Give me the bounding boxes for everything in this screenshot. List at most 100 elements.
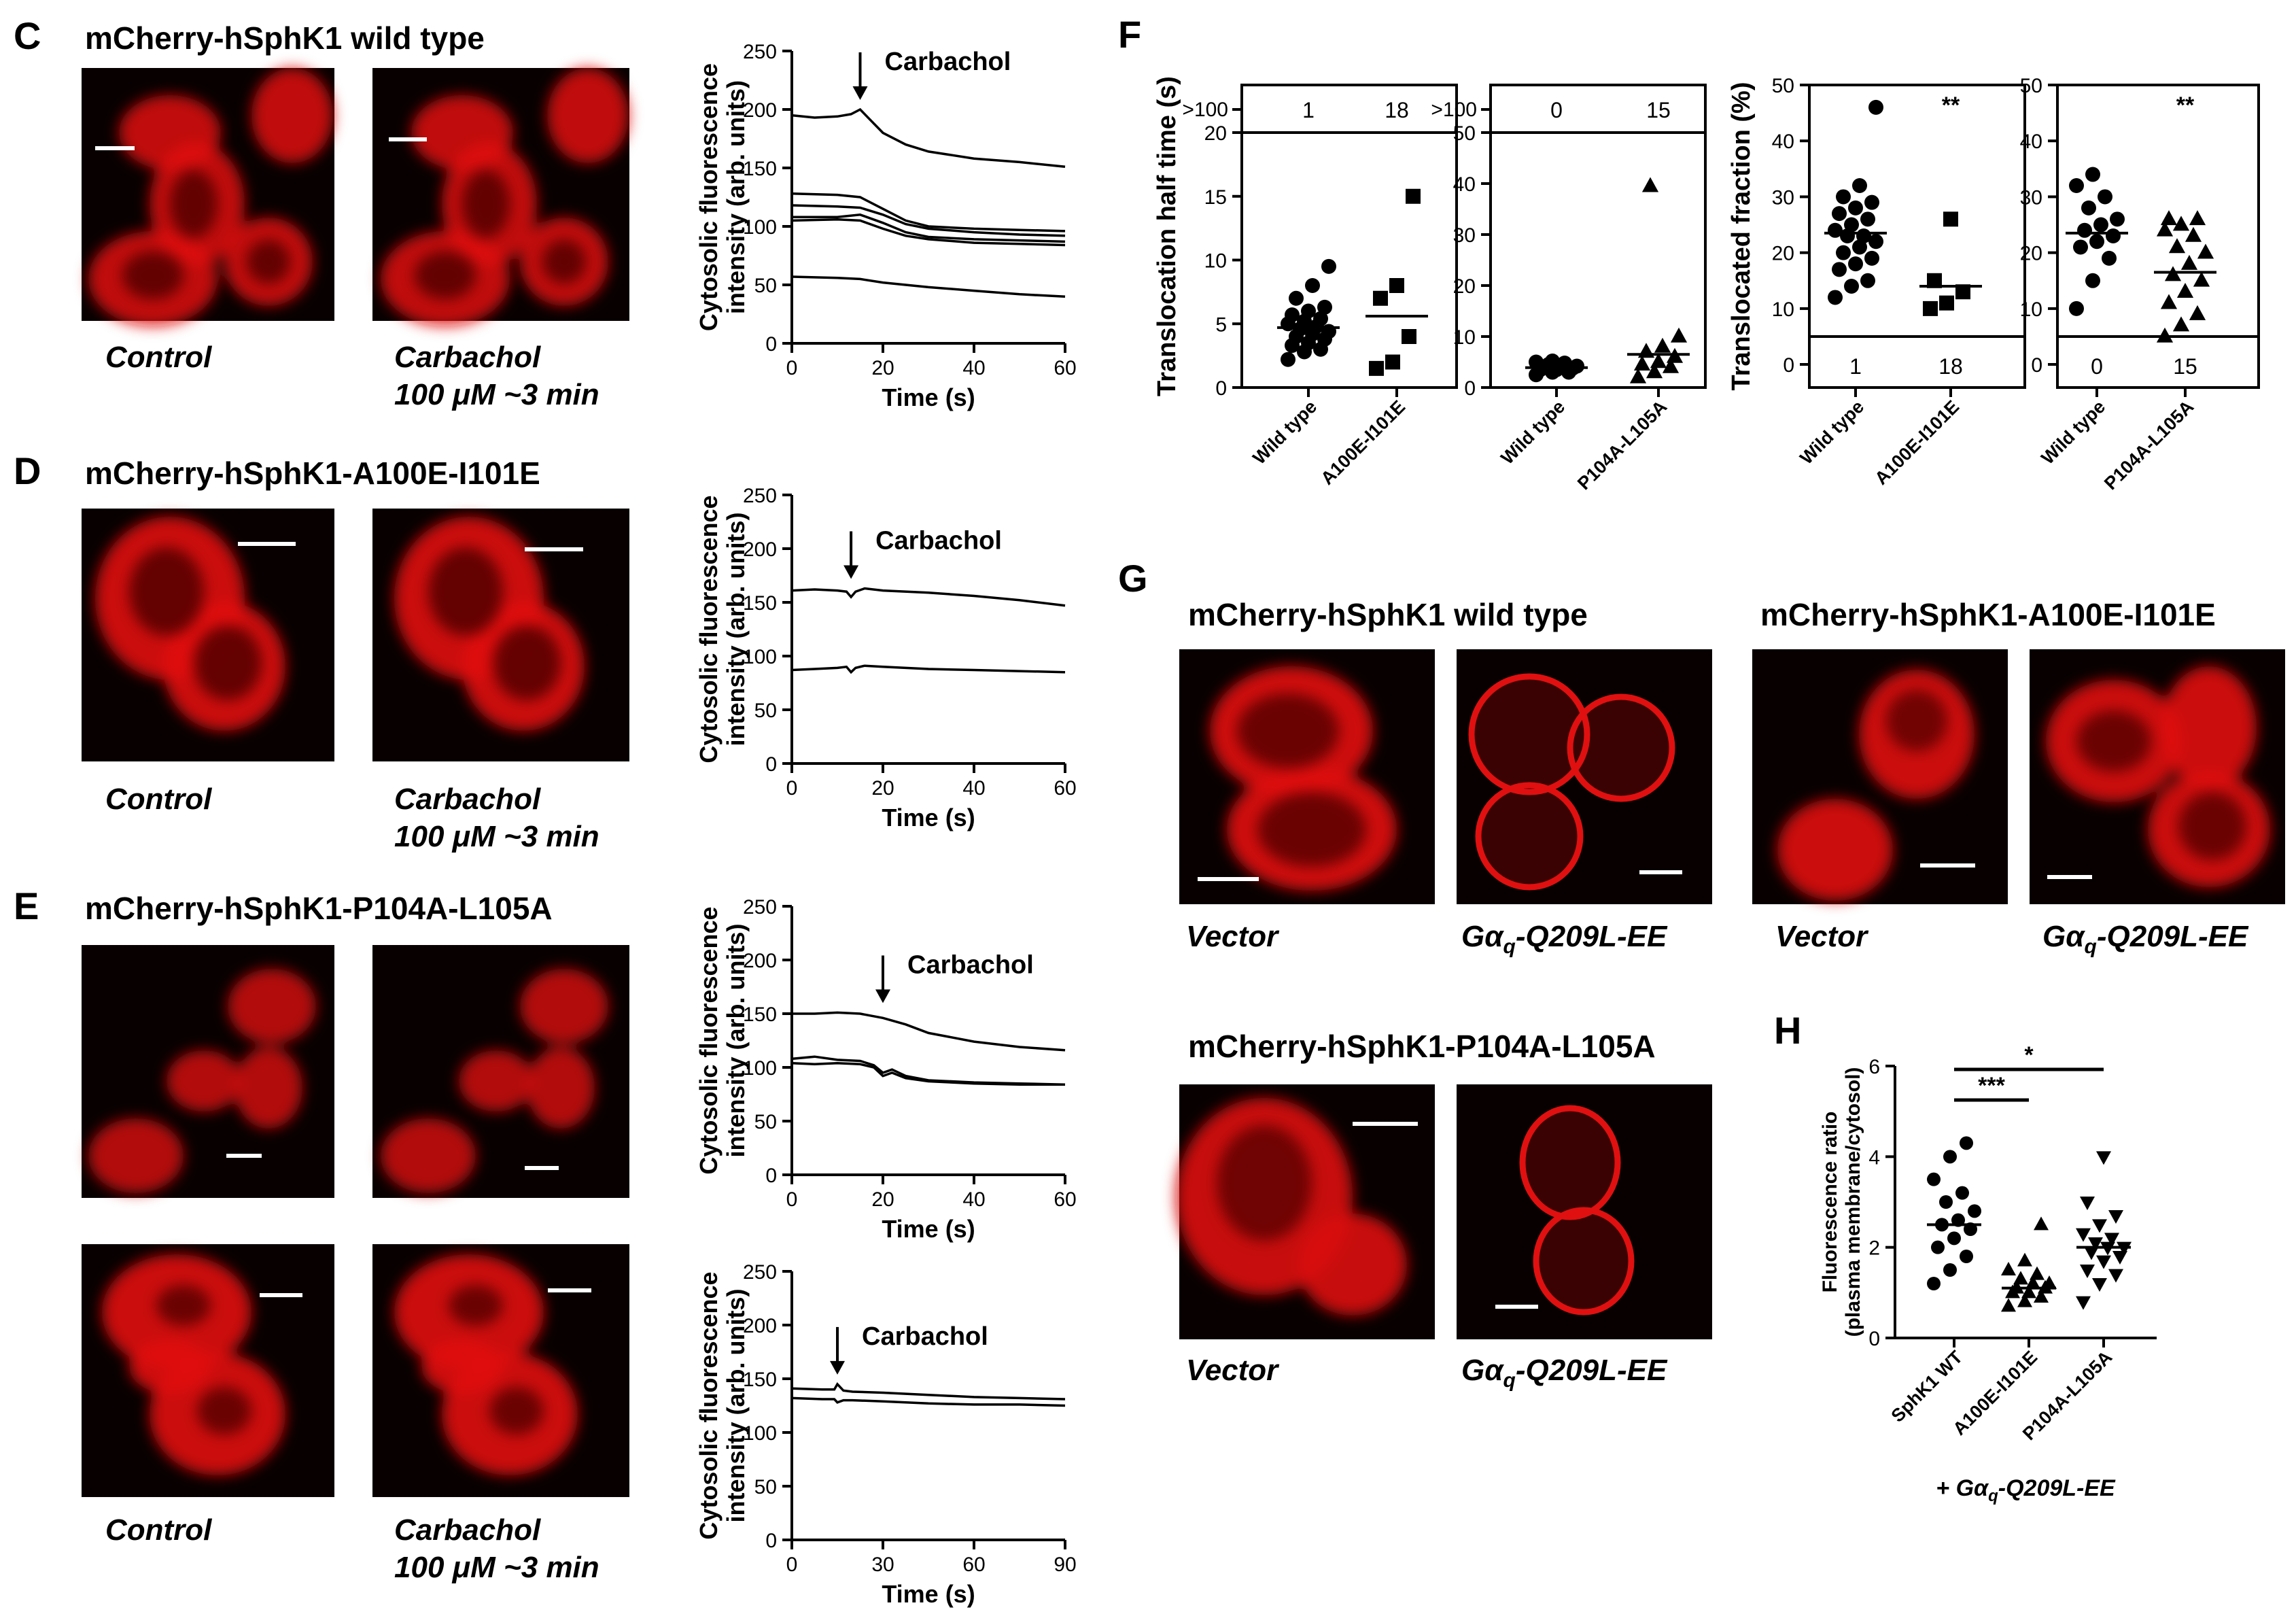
y-tick-label: 50 [1453, 122, 1476, 145]
data-point [1860, 273, 1875, 288]
data-point [1317, 299, 1332, 315]
y-axis-label: intensity (arb. units) [722, 1288, 750, 1522]
data-point [1402, 329, 1416, 344]
count-label: 18 [1938, 354, 1963, 379]
data-point [2089, 234, 2104, 250]
data-point [2108, 1210, 2123, 1224]
data-point [2180, 254, 2198, 270]
significance-label: ** [1942, 92, 1960, 118]
data-point [1860, 211, 1875, 227]
data-point [2189, 305, 2206, 320]
data-point [1864, 250, 1879, 266]
y-tick-label: 20 [1204, 122, 1227, 145]
x-tick-label: 60 [1054, 357, 1076, 379]
data-point [2030, 1266, 2045, 1280]
x-axis-label: Time (s) [882, 804, 975, 831]
data-point [2160, 294, 2178, 309]
data-point [1943, 1263, 1957, 1277]
y-tick-label: 4 [1868, 1146, 1880, 1169]
count-label: 1 [1849, 354, 1862, 379]
x-tick-label: 40 [962, 357, 985, 379]
data-point [1301, 303, 1316, 319]
panel-g-title-a100e: mCherry-hSphK1-A100E-I101E [1760, 597, 2216, 632]
data-point [1939, 1195, 1953, 1209]
micrograph-g-wt-gq [1457, 649, 1712, 904]
carbachol-label: Carbachol [862, 1322, 988, 1351]
data-point [2168, 238, 2186, 254]
panel-e: E mCherry-hSphK1-P104A-L105A [14, 885, 629, 1584]
y-tick-label: 10 [1204, 250, 1227, 273]
panel-e-title: mCherry-hSphK1-P104A-L105A [85, 891, 553, 926]
series-line [791, 1061, 1065, 1086]
micrograph-d-carbachol [372, 509, 629, 761]
y-tick-label: 2 [1868, 1237, 1880, 1260]
y-tick-label: 40 [2020, 131, 2042, 153]
y-tick-label: 10 [1772, 298, 1794, 321]
y-axis-label: Cytosolic fluorescence [695, 906, 723, 1174]
y-tick-label: 150 [743, 592, 777, 615]
data-point [1927, 273, 1942, 288]
data-point [2073, 239, 2088, 255]
caption-g-a100e-vector: Vector [1775, 920, 1869, 953]
y-tick-label: 150 [743, 1369, 777, 1391]
x-tick-label: 30 [871, 1553, 894, 1576]
panel-letter-h: H [1774, 1009, 1801, 1052]
data-point [2080, 1265, 2095, 1278]
y-tick-label: 10 [1453, 326, 1476, 349]
data-point [1828, 290, 1843, 305]
data-point [1943, 211, 1958, 227]
y-axis-label: Cytosolic fluorescence [695, 495, 723, 763]
data-point [2069, 301, 2084, 316]
data-point [1868, 99, 1883, 115]
data-point [1955, 1186, 1969, 1200]
caption-d-dose: 100 μM ~3 min [394, 820, 599, 853]
plot-frame [1489, 84, 1707, 389]
panel-letter-f: F [1118, 13, 1141, 56]
data-point [1289, 290, 1304, 306]
data-point [2092, 1278, 2107, 1292]
y-tick-label: >100 [1431, 99, 1477, 121]
chart-c: 0 50 100 150 200 250 0 20 40 60 Time (s) Cytosolic … [695, 41, 1077, 411]
y-tick-label: 15 [1204, 186, 1227, 209]
data-point [1670, 327, 1688, 343]
x-axis-label: Time (s) [882, 1215, 975, 1243]
y-tick-label: 5 [1215, 313, 1227, 336]
caption-e-control: Control [105, 1513, 212, 1547]
data-point [2106, 228, 2121, 243]
chart-f4: 10 20 30 40 50 0 0 Wild type 15 P104A-L105A ** [2020, 75, 2260, 494]
micrograph-e-control-top [82, 945, 334, 1198]
y-tick-label: 0 [765, 1530, 777, 1552]
data-point [1629, 368, 1647, 383]
data-point [2096, 1151, 2111, 1165]
data-point [1848, 256, 1863, 272]
data-point [2034, 1216, 2049, 1231]
y-tick-label: 100 [743, 646, 777, 668]
data-point [1864, 194, 1879, 210]
data-point [1960, 1136, 1973, 1150]
data-point [1868, 234, 1883, 250]
data-point [1960, 1250, 1973, 1263]
y-axis-label: Cytosolic fluorescence [695, 63, 723, 331]
data-point [2172, 316, 2190, 332]
panel-letter-c: C [14, 14, 41, 57]
data-point [1633, 356, 1651, 371]
y-tick-label: 250 [743, 1261, 777, 1284]
x-tick-label: A100E-I101E [1871, 396, 1963, 489]
series-line [791, 275, 1066, 298]
x-tick-label: Wild type [1497, 396, 1569, 468]
y-axis-label: intensity (arb. units) [722, 512, 750, 746]
data-point [1828, 222, 1843, 238]
data-point [2098, 189, 2112, 205]
y-axis-label: Cytosolic fluorescence [695, 1271, 723, 1539]
panel-letter-g: G [1118, 557, 1148, 600]
y-tick-label: 0 [765, 333, 777, 356]
data-point [1654, 337, 1671, 353]
micrograph-g-wt-vector [1179, 649, 1435, 904]
data-point [2176, 283, 2194, 298]
y-tick-label: 50 [754, 1111, 777, 1133]
count-label: 1 [1302, 98, 1315, 122]
caption-g-a100e-gq: Gαq-Q209L-EE [2042, 920, 2249, 958]
series-line [791, 218, 1066, 247]
count-label: 18 [1385, 98, 1409, 122]
data-point [1650, 353, 1667, 368]
